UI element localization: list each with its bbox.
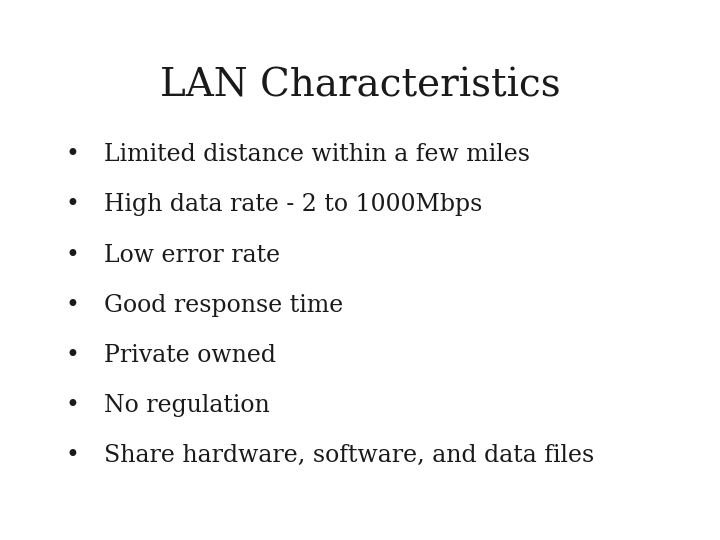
Text: •: •: [65, 344, 79, 367]
Text: •: •: [65, 244, 79, 267]
Text: LAN Characteristics: LAN Characteristics: [160, 68, 560, 105]
Text: •: •: [65, 143, 79, 166]
Text: Private owned: Private owned: [104, 344, 276, 367]
Text: Low error rate: Low error rate: [104, 244, 281, 267]
Text: Good response time: Good response time: [104, 294, 343, 317]
Text: •: •: [65, 193, 79, 217]
Text: •: •: [65, 294, 79, 317]
Text: •: •: [65, 394, 79, 417]
Text: High data rate - 2 to 1000Mbps: High data rate - 2 to 1000Mbps: [104, 193, 483, 217]
Text: •: •: [65, 444, 79, 468]
Text: No regulation: No regulation: [104, 394, 270, 417]
Text: Share hardware, software, and data files: Share hardware, software, and data files: [104, 444, 595, 468]
Text: Limited distance within a few miles: Limited distance within a few miles: [104, 143, 531, 166]
